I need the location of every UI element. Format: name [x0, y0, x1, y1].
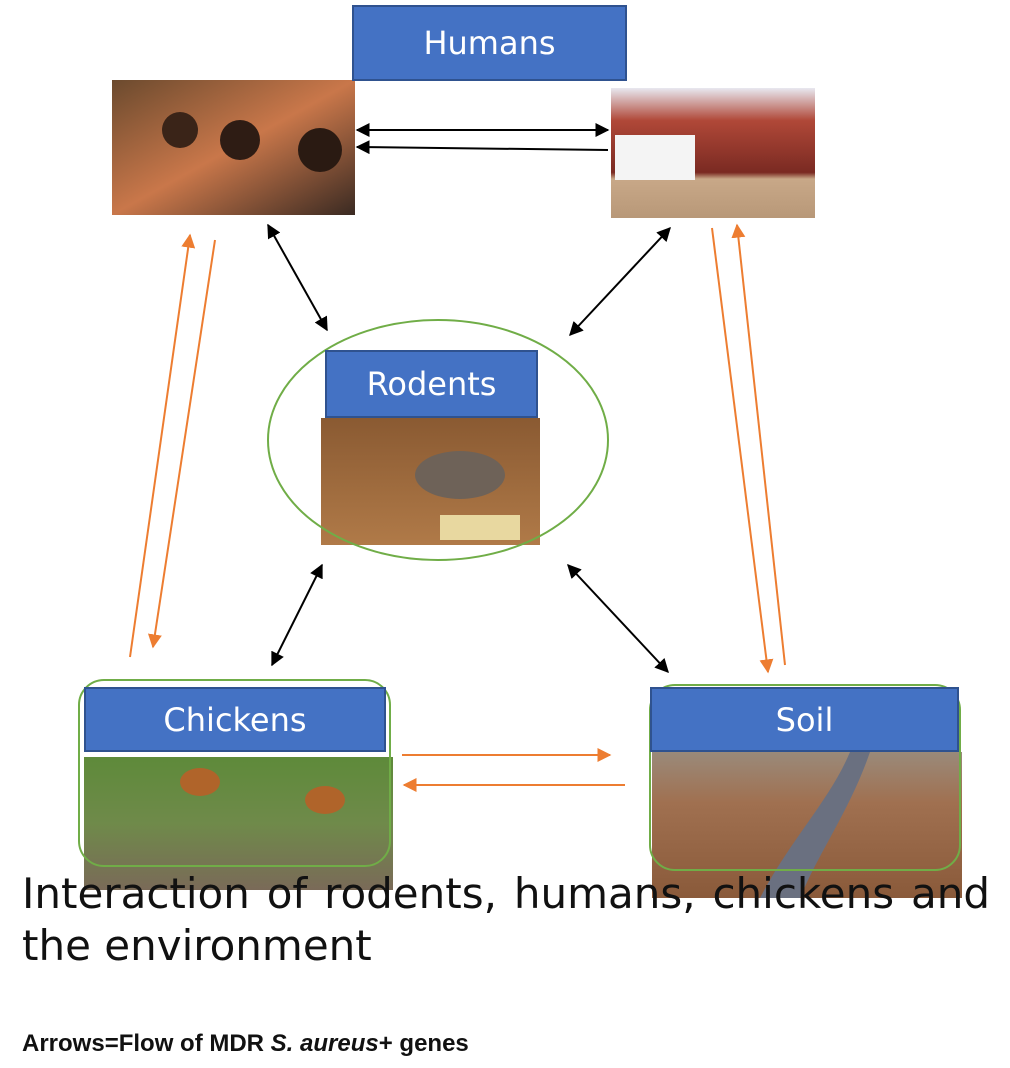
arrow	[570, 228, 670, 335]
node-label: Chickens	[84, 687, 386, 752]
arrow	[272, 565, 322, 665]
photo-detail	[298, 128, 342, 172]
arrow	[268, 225, 327, 330]
photos	[84, 80, 962, 898]
node-label: Rodents	[325, 350, 538, 418]
caption: Interaction of rodents, humans, chickens…	[22, 868, 990, 972]
footnote-text: Arrows=Flow of MDR	[22, 1030, 271, 1057]
footnote-text: + genes	[379, 1030, 469, 1057]
photo-detail	[162, 112, 198, 148]
photo-detail	[220, 120, 260, 160]
arrow	[357, 147, 608, 150]
photo-detail	[615, 135, 695, 180]
species: S. aureus	[271, 1030, 379, 1057]
arrow	[712, 228, 768, 672]
footnote: Arrows=Flow of MDR S. aureus+ genes	[22, 1030, 469, 1058]
photo-detail	[440, 515, 520, 540]
photo-detail	[180, 768, 220, 796]
arrow	[153, 240, 215, 647]
node-label: Humans	[352, 5, 627, 81]
page: Humans Rodents Chickens Soil Interaction…	[0, 0, 1010, 1068]
arrow	[737, 225, 785, 665]
photo-detail	[415, 451, 505, 499]
arrow	[568, 565, 668, 672]
arrow	[130, 235, 190, 657]
node-label: Soil	[650, 687, 959, 752]
photo-detail	[305, 786, 345, 814]
